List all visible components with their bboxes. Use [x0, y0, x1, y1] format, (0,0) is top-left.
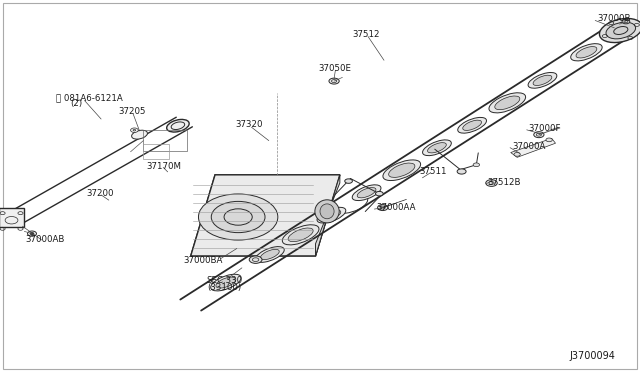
- Circle shape: [28, 231, 36, 236]
- Text: 37000F: 37000F: [529, 124, 561, 133]
- Text: 37000AA: 37000AA: [376, 203, 416, 212]
- Text: Ⓑ 081A6-6121A: Ⓑ 081A6-6121A: [56, 93, 123, 102]
- Circle shape: [249, 256, 262, 263]
- Ellipse shape: [533, 75, 552, 86]
- Text: 37000BA: 37000BA: [184, 256, 223, 265]
- Text: J3700094: J3700094: [570, 352, 616, 361]
- Circle shape: [329, 78, 339, 84]
- Ellipse shape: [458, 118, 486, 133]
- Ellipse shape: [463, 120, 481, 131]
- Ellipse shape: [255, 247, 284, 262]
- Polygon shape: [191, 175, 340, 256]
- Ellipse shape: [282, 225, 319, 245]
- Text: 37200: 37200: [86, 189, 114, 198]
- Text: 37170M: 37170M: [146, 162, 181, 171]
- Ellipse shape: [422, 140, 451, 155]
- Ellipse shape: [352, 185, 381, 201]
- Circle shape: [211, 201, 265, 232]
- Ellipse shape: [216, 277, 236, 288]
- Text: 37512: 37512: [352, 30, 380, 39]
- Text: (2): (2): [70, 99, 83, 108]
- Ellipse shape: [495, 96, 520, 110]
- Text: 37000B: 37000B: [597, 14, 630, 23]
- Polygon shape: [511, 138, 556, 157]
- Text: 37050E: 37050E: [318, 64, 351, 73]
- Text: 37320: 37320: [236, 121, 263, 129]
- Ellipse shape: [132, 130, 147, 139]
- Bar: [0, 208, 24, 227]
- Ellipse shape: [383, 160, 420, 180]
- Ellipse shape: [260, 249, 279, 260]
- Circle shape: [378, 205, 388, 211]
- Ellipse shape: [288, 228, 313, 242]
- Text: 37512B: 37512B: [488, 178, 521, 187]
- Circle shape: [473, 163, 479, 167]
- Ellipse shape: [388, 163, 415, 177]
- Circle shape: [534, 132, 544, 138]
- Ellipse shape: [322, 210, 341, 220]
- Ellipse shape: [317, 207, 346, 223]
- Circle shape: [376, 192, 383, 196]
- Ellipse shape: [576, 46, 597, 58]
- Circle shape: [345, 179, 353, 183]
- Text: 37205: 37205: [118, 107, 146, 116]
- Circle shape: [622, 19, 630, 24]
- Circle shape: [198, 194, 278, 240]
- Circle shape: [486, 180, 497, 186]
- Polygon shape: [316, 175, 340, 256]
- Ellipse shape: [489, 93, 525, 113]
- Ellipse shape: [606, 22, 636, 39]
- Text: 37000A: 37000A: [512, 142, 545, 151]
- Text: 37511: 37511: [420, 167, 447, 176]
- Ellipse shape: [528, 73, 557, 88]
- Ellipse shape: [428, 142, 446, 153]
- Ellipse shape: [166, 119, 189, 132]
- Ellipse shape: [357, 187, 376, 198]
- Text: 37000AB: 37000AB: [26, 235, 65, 244]
- Circle shape: [546, 138, 552, 142]
- Bar: [143, 144, 170, 159]
- Ellipse shape: [571, 44, 602, 61]
- Ellipse shape: [600, 19, 640, 42]
- Ellipse shape: [320, 204, 334, 219]
- Ellipse shape: [211, 274, 241, 291]
- Circle shape: [131, 128, 138, 132]
- Text: (33100): (33100): [207, 283, 241, 292]
- Ellipse shape: [315, 200, 339, 223]
- Bar: [143, 130, 187, 151]
- Circle shape: [514, 153, 520, 156]
- Polygon shape: [191, 175, 340, 256]
- Circle shape: [30, 232, 34, 235]
- Circle shape: [457, 169, 466, 174]
- Text: SEC.330: SEC.330: [206, 276, 242, 285]
